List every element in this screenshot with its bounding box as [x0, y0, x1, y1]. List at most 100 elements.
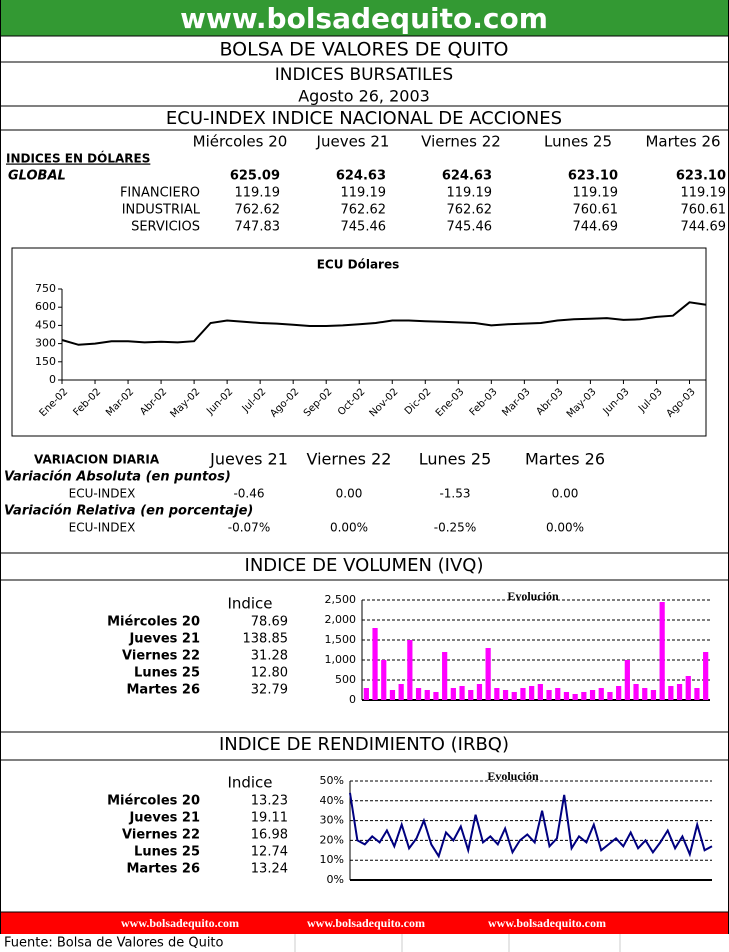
row-label: Jueves 21 [128, 811, 200, 826]
x-tick-label: Jul-03 [636, 386, 665, 415]
cell: 12.80 [251, 666, 288, 681]
bar [476, 684, 483, 700]
bar [407, 640, 413, 700]
y-tick-label: 750 [35, 282, 56, 295]
y-tick-label: 10% [320, 853, 344, 866]
day-header: Martes 26 [525, 450, 605, 469]
bar [659, 602, 665, 700]
row-label: Lunes 25 [134, 845, 200, 860]
day-header: Jueves 21 [209, 450, 288, 469]
x-tick-label: May-02 [169, 386, 203, 420]
bar [703, 652, 709, 700]
bar [607, 692, 613, 700]
section-title: ECU-INDEX INDICE NACIONAL DE ACCIONES [166, 108, 562, 129]
bar [572, 694, 578, 700]
cell: 0.00% [330, 521, 368, 535]
x-tick-label: Feb-03 [468, 386, 500, 418]
cell: 78.69 [251, 615, 288, 630]
column-header: Indice [227, 595, 272, 613]
cell: 119.19 [573, 186, 619, 201]
cell: 138.85 [243, 632, 289, 647]
row-label: Miércoles 20 [107, 615, 200, 630]
x-tick-label: Ago-03 [665, 386, 698, 419]
cell: 624.63 [442, 169, 492, 184]
bar [694, 688, 700, 700]
bar [450, 688, 456, 700]
cell: 13.24 [251, 862, 288, 877]
y-tick-label: 450 [35, 318, 56, 331]
chart-title: ECU Dólares [317, 258, 400, 272]
bar [415, 688, 422, 700]
x-tick-label: Oct-02 [336, 386, 368, 418]
cell: 624.63 [336, 169, 386, 184]
row-label: Martes 26 [126, 862, 200, 877]
cell: -1.53 [439, 487, 470, 501]
chart-title: Evolución [487, 769, 539, 783]
y-tick-label: 0 [349, 693, 356, 706]
cell: -0.07% [228, 521, 270, 535]
variation-label: Variación Absoluta (en puntos) [4, 470, 231, 485]
cell: 19.11 [251, 811, 288, 826]
cell: 625.09 [230, 169, 280, 184]
day-header: Jueves 21 [316, 133, 390, 151]
bar [624, 660, 630, 700]
bar [520, 688, 526, 700]
bar [642, 688, 648, 700]
bar [598, 688, 604, 700]
bar [685, 676, 691, 700]
line [61, 301, 707, 346]
cell: 762.62 [447, 203, 493, 218]
chart-frame [11, 247, 707, 437]
bar [398, 684, 404, 700]
x-tick-label: Dic-02 [403, 386, 434, 417]
y-tick-label: 0 [49, 373, 56, 386]
x-tick-label: Mar-02 [104, 386, 136, 418]
y-tick-label: 2,500 [325, 593, 357, 606]
cell: 745.46 [341, 220, 387, 235]
cell: -0.25% [434, 521, 476, 535]
variation-title: VARIACION DIARIA [34, 453, 160, 467]
row-label: Martes 26 [126, 683, 200, 698]
bar [616, 686, 622, 700]
cell: 747.83 [235, 220, 281, 235]
chart-title: Evolución [507, 589, 559, 603]
y-tick-label: 50% [320, 774, 344, 787]
cell: 32.79 [251, 683, 288, 698]
row-label: ECU-INDEX [69, 521, 136, 535]
variation-label: Variación Relativa (en porcentaje) [4, 504, 253, 519]
bar [468, 690, 474, 700]
y-tick-label: 20% [320, 833, 344, 846]
footer-link[interactable]: www.bolsadequito.com [488, 916, 606, 930]
footer-link[interactable]: www.bolsadequito.com [307, 916, 425, 930]
y-tick-label: 1,500 [325, 633, 357, 646]
bar [511, 692, 517, 700]
x-tick-label: May-03 [565, 386, 599, 420]
bar [676, 684, 683, 700]
report-title: INDICES BURSATILES [275, 65, 453, 85]
day-header: Viernes 22 [421, 133, 501, 151]
bar [363, 688, 369, 700]
y-tick-label: 30% [320, 814, 344, 827]
cell: 0.00 [336, 487, 363, 501]
bar [502, 690, 509, 700]
source: Fuente: Bolsa de Valores de Quito [4, 936, 224, 951]
y-tick-label: 40% [320, 794, 344, 807]
row-label: ECU-INDEX [69, 487, 136, 501]
row-label: GLOBAL [8, 169, 66, 184]
row-label: Viernes 22 [122, 649, 200, 664]
bar [381, 660, 387, 700]
bar [494, 688, 500, 700]
bar [389, 690, 396, 700]
row-label: SERVICIOS [131, 220, 200, 235]
y-tick-label: 150 [35, 355, 56, 368]
footer-bar [0, 912, 729, 934]
column-header: Indice [227, 774, 272, 792]
report-date: Agosto 26, 2003 [298, 87, 430, 106]
y-tick-label: 500 [335, 673, 356, 686]
footer-link[interactable]: www.bolsadequito.com [121, 916, 239, 930]
day-header: Miércoles 20 [193, 133, 288, 151]
bar [433, 692, 439, 700]
cell: 623.10 [568, 169, 618, 184]
bar [633, 684, 639, 700]
x-tick-label: Sep-02 [302, 386, 335, 419]
